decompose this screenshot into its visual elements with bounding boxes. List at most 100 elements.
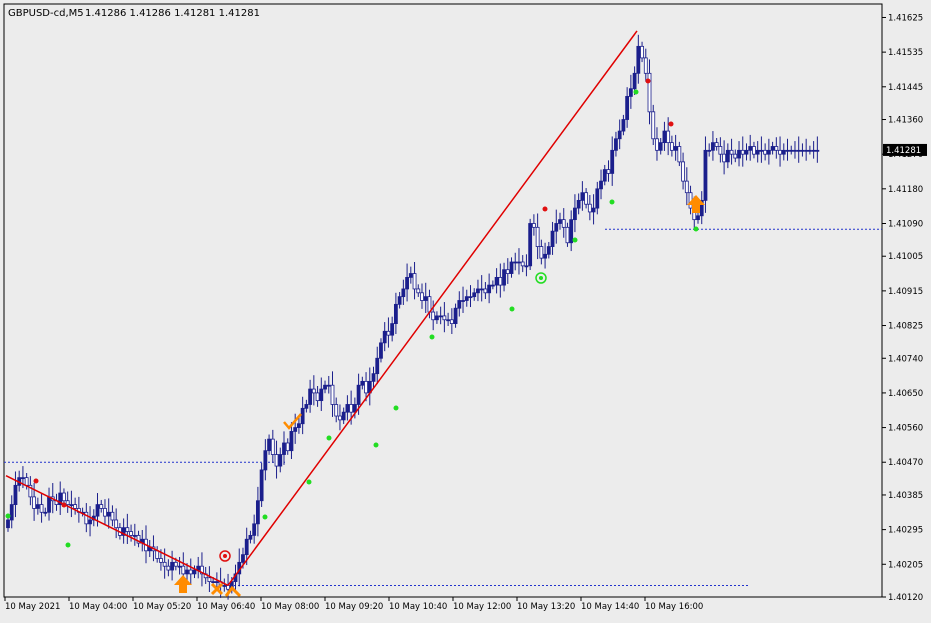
- candle-body: [435, 315, 439, 321]
- candle-body: [222, 585, 227, 587]
- candle-body: [576, 199, 581, 209]
- candle-body: [13, 484, 18, 505]
- candle-body: [558, 219, 562, 224]
- candle-body: [297, 423, 301, 428]
- candle-body: [132, 534, 137, 537]
- candle-body: [338, 415, 342, 421]
- candle-body: [173, 561, 178, 567]
- candle-body: [185, 569, 189, 575]
- candle-body: [278, 454, 283, 467]
- candle-body: [6, 519, 10, 529]
- candle-body: [740, 149, 745, 155]
- candle-body: [569, 219, 574, 244]
- candle-body: [289, 431, 294, 452]
- buy-signal-dot: [65, 542, 71, 548]
- candle-body: [99, 504, 104, 509]
- candle-body: [793, 149, 797, 152]
- candle-body: [241, 554, 245, 563]
- target-marker: [219, 550, 231, 562]
- sell-signal-dot: [668, 121, 674, 127]
- candle-body: [509, 261, 514, 274]
- candle-body: [323, 384, 327, 390]
- candle-body: [461, 300, 465, 302]
- y-tick-label: 1.40740: [888, 354, 923, 364]
- y-tick-label: 1.40560: [888, 424, 923, 434]
- candle-body: [602, 169, 607, 182]
- candle-body: [479, 288, 484, 291]
- candle-body: [43, 511, 48, 514]
- trendline[interactable]: [5, 475, 229, 587]
- candle-body: [703, 149, 708, 201]
- candle-body: [595, 188, 600, 209]
- up-arrow-icon: [687, 195, 705, 213]
- candle-body: [658, 142, 663, 151]
- candle-body: [800, 149, 805, 152]
- candle-body: [651, 111, 656, 140]
- buy-signal-dot: [633, 89, 639, 95]
- candle-body: [625, 96, 630, 120]
- y-tick-label: 1.41180: [888, 185, 923, 195]
- candle-body: [263, 450, 268, 471]
- candle-body: [330, 384, 335, 405]
- candle-body: [285, 442, 290, 452]
- candle-body: [811, 149, 816, 152]
- candle-body: [517, 261, 521, 264]
- candle-body: [531, 223, 536, 228]
- x-tick-label: 10 May 10:40: [389, 602, 447, 612]
- candle-body: [181, 565, 186, 575]
- candle-body: [88, 519, 92, 525]
- check-icon: [283, 413, 302, 430]
- candle-body: [304, 404, 309, 409]
- candle-body: [636, 45, 641, 74]
- candle-body: [725, 149, 730, 163]
- candle-body: [606, 169, 611, 174]
- candle-body: [640, 45, 644, 59]
- candle-body: [267, 438, 271, 452]
- x-tick-label: 10 May 13:20: [517, 602, 575, 612]
- buy-signal-dot: [572, 237, 578, 243]
- candle-body: [382, 330, 387, 344]
- candle-body: [513, 261, 518, 264]
- candle-body: [47, 496, 51, 513]
- candle-body: [580, 192, 585, 201]
- candle-body: [356, 384, 361, 405]
- candle-body: [610, 149, 615, 174]
- candle-body: [457, 300, 462, 309]
- sell-signal-dot: [542, 206, 548, 212]
- buy-signal-dot: [429, 334, 435, 340]
- y-tick-label: 1.41360: [888, 116, 923, 126]
- candle-body: [211, 581, 216, 583]
- buy-signal-dot: [693, 226, 699, 232]
- candle-body: [550, 230, 555, 247]
- candle-body: [707, 149, 712, 152]
- candle-body: [58, 492, 63, 505]
- y-tick-label: 1.40470: [888, 458, 923, 468]
- candle-body: [401, 288, 406, 298]
- x-tick-label: 10 May 06:40: [197, 602, 255, 612]
- candle-body: [752, 146, 756, 155]
- buy-signal-dot: [393, 405, 399, 411]
- candle-body: [711, 142, 715, 151]
- candle-body: [696, 215, 700, 221]
- candle-body: [308, 388, 313, 405]
- y-tick-label: 1.40120: [888, 593, 923, 603]
- candle-body: [386, 330, 391, 336]
- candle-body: [177, 565, 182, 568]
- candle-body: [449, 319, 454, 325]
- buy-signal-dot: [373, 442, 379, 448]
- y-tick-label: 1.41445: [888, 83, 923, 93]
- candle-body: [796, 149, 801, 152]
- y-tick-label: 1.40650: [888, 389, 923, 399]
- candle-body: [729, 149, 734, 155]
- candle-body: [490, 284, 495, 287]
- candle-body: [755, 149, 760, 155]
- trendline[interactable]: [227, 30, 638, 586]
- candle-body: [502, 269, 506, 286]
- candle-body: [804, 149, 809, 152]
- candle-body: [666, 130, 671, 144]
- target-marker: [535, 272, 547, 284]
- x-tick-label: 10 May 12:00: [453, 602, 511, 612]
- candle-body: [785, 149, 790, 152]
